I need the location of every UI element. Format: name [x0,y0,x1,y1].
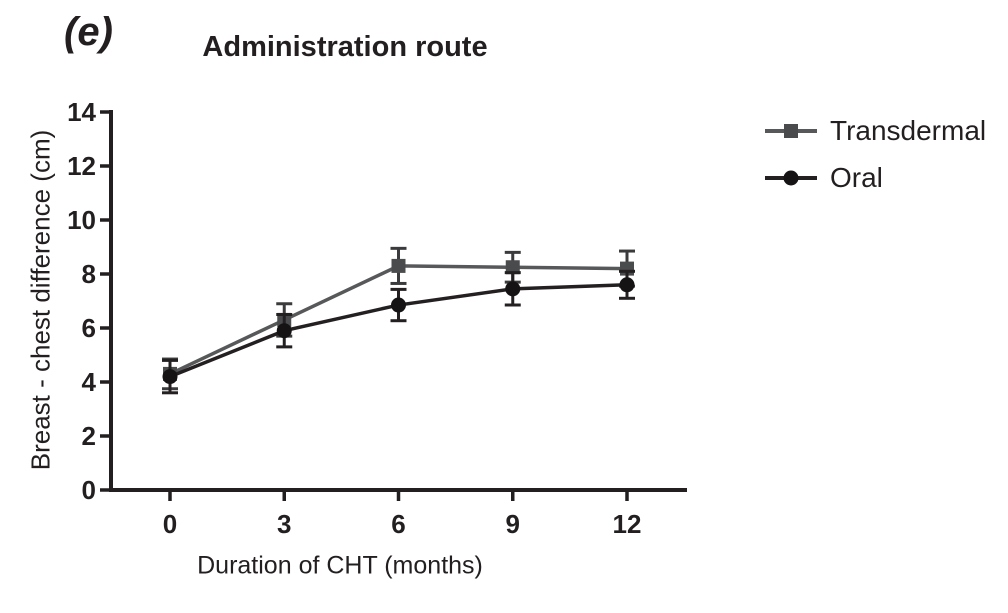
y-tick-label: 2 [82,421,96,451]
y-tick-label: 0 [82,475,96,505]
y-tick-label: 8 [82,259,96,289]
x-tick-label: 12 [613,509,642,539]
data-point-transdermal [391,258,406,273]
data-point-transdermal [505,260,520,275]
transdermal-square-marker-icon [765,124,817,138]
legend-label-oral: Oral [830,162,883,193]
x-axis-label: Duration of CHT (months) [197,551,483,580]
x-tick-label: 0 [163,509,177,539]
x-tick-label: 3 [277,509,291,539]
chart-title: Administration route [202,31,488,63]
y-tick-label: 14 [67,97,96,127]
data-point-oral [162,369,178,385]
y-tick-label: 10 [67,205,96,235]
x-tick-label: 6 [391,509,405,539]
legend: Transdermal Oral [764,115,987,210]
legend-item-oral: Oral [764,162,986,193]
panel-label: (e) [64,10,113,54]
legend-label-transdermal: Transdermal [830,115,987,146]
oral-circle-marker-icon [765,170,817,186]
y-tick-label: 6 [82,313,96,343]
legend-item-transdermal: Transdermal [764,115,987,146]
data-point-oral [505,281,521,297]
y-tick-label: 4 [82,367,97,397]
data-point-oral [276,323,292,339]
y-tick-label: 12 [67,151,96,181]
data-point-oral [391,297,406,313]
x-tick-label: 9 [506,509,520,539]
data-point-oral [619,277,635,293]
